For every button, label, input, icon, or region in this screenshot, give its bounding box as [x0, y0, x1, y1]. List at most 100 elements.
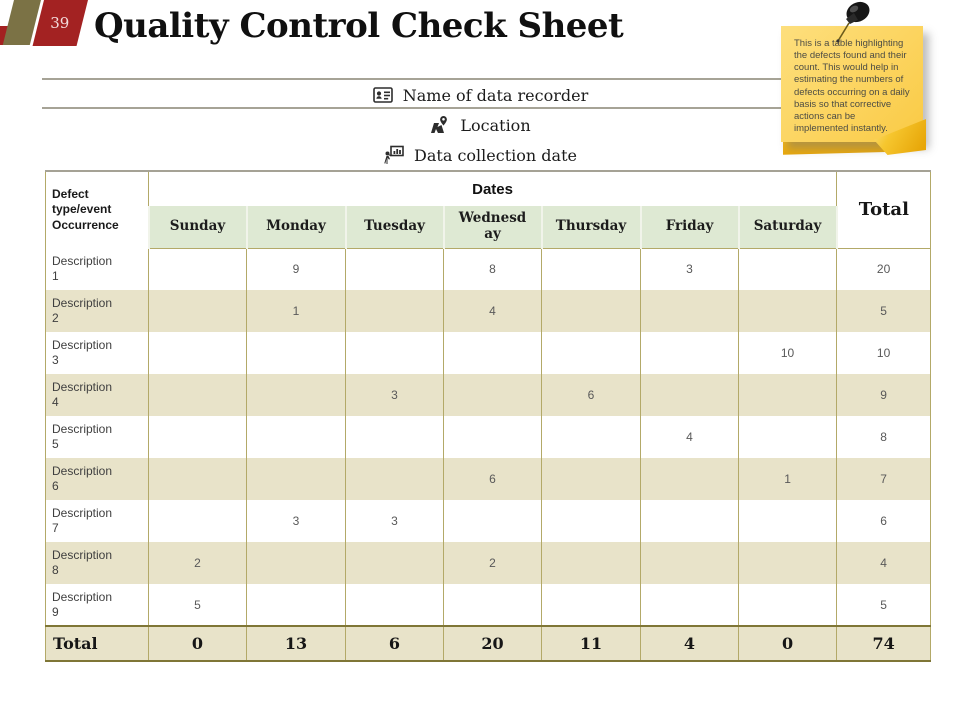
count-cell: 3 [345, 500, 444, 542]
count-cell [246, 416, 346, 458]
count-cell [345, 542, 444, 584]
day-total-cell: 20 [443, 625, 542, 662]
day-header: Monday [245, 206, 347, 249]
count-cell [443, 332, 542, 374]
table-row: Description 2 1 4 5 [45, 290, 932, 332]
map-location-icon [431, 116, 448, 133]
count-cell [737, 584, 838, 626]
table-header-row-days: Sunday Monday Tuesday Wednesday Thursday… [46, 206, 931, 249]
count-cell [640, 458, 739, 500]
table-row: Description 5 4 8 [45, 416, 932, 458]
day-header-label: Saturday [753, 217, 822, 234]
count-cell [541, 416, 641, 458]
count-cell: 4 [443, 290, 542, 332]
totals-row: Total 0 13 6 20 11 4 0 74 [45, 625, 932, 662]
divider-line [42, 78, 782, 80]
count-cell [737, 290, 838, 332]
count-cell [246, 458, 346, 500]
count-cell [541, 458, 641, 500]
count-cell [345, 458, 444, 500]
count-cell: 6 [541, 374, 641, 416]
defect-label-cell: Description 3 [45, 332, 149, 374]
info-row-recorder: Name of data recorder [0, 80, 960, 110]
count-cell [541, 542, 641, 584]
count-cell: 3 [640, 248, 739, 290]
total-column-header: Total [836, 171, 932, 249]
count-cell [640, 332, 739, 374]
defect-label-cell: Description 6 [45, 458, 149, 500]
table-row: Description 3 10 10 [45, 332, 932, 374]
defect-label-cell: Description 4 [45, 374, 149, 416]
day-header-label: Wednesday [458, 210, 527, 242]
count-cell [345, 248, 444, 290]
divider-line [42, 107, 782, 109]
check-sheet-table: Defect type/event Occurrence Dates Total… [45, 170, 932, 662]
row-total-cell: 4 [836, 542, 932, 584]
grand-total-cell: 74 [836, 625, 932, 662]
count-cell [737, 500, 838, 542]
count-cell [541, 332, 641, 374]
presenter-board-icon [384, 145, 404, 164]
count-cell [246, 332, 346, 374]
table-row: Description 4 3 6 9 [45, 374, 932, 416]
count-cell [443, 500, 542, 542]
count-cell: 2 [443, 542, 542, 584]
count-cell [148, 248, 247, 290]
row-total-cell: 20 [836, 248, 932, 290]
count-cell [148, 374, 247, 416]
table-row: Description 1 9 8 3 20 [45, 248, 932, 290]
day-header-label: Sunday [169, 217, 226, 234]
day-header: Saturday [737, 206, 838, 249]
row-total-cell: 10 [836, 332, 932, 374]
count-cell [640, 542, 739, 584]
info-label: Location [460, 115, 531, 135]
count-cell: 2 [148, 542, 247, 584]
day-header: Tuesday [344, 206, 445, 249]
count-cell [541, 248, 641, 290]
count-cell [443, 584, 542, 626]
count-cell [148, 416, 247, 458]
day-total-cell: 11 [541, 625, 641, 662]
count-cell: 6 [443, 458, 542, 500]
count-cell [246, 542, 346, 584]
sticky-note: This is a table highlighting the defects… [781, 1, 926, 155]
defect-label-cell: Description 1 [45, 248, 149, 290]
count-cell: 1 [246, 290, 346, 332]
table-corner-header: Defect type/event Occurrence [45, 171, 149, 248]
defect-label-cell: Description 8 [45, 542, 149, 584]
count-cell: 4 [640, 416, 739, 458]
row-total-cell: 7 [836, 458, 932, 500]
day-total-cell: 0 [148, 625, 247, 662]
pushpin-icon [836, 1, 870, 43]
count-cell: 8 [443, 248, 542, 290]
table-header-row-dates: Defect type/event Occurrence Dates Total [45, 171, 932, 249]
day-total-cell: 0 [737, 625, 838, 662]
count-cell: 3 [246, 500, 346, 542]
count-cell [345, 290, 444, 332]
count-cell [737, 542, 838, 584]
count-cell [443, 416, 542, 458]
sticky-note-text: This is a table highlighting the defects… [794, 38, 910, 135]
day-header: Wednesday [442, 206, 543, 249]
defect-label-cell: Description 9 [45, 584, 149, 626]
count-cell [541, 500, 641, 542]
count-cell [541, 290, 641, 332]
row-total-cell: 5 [836, 290, 932, 332]
row-total-cell: 8 [836, 416, 932, 458]
day-total-cell: 4 [640, 625, 739, 662]
day-header-label: Thursday [555, 217, 627, 234]
count-cell [148, 458, 247, 500]
defect-label-cell: Description 7 [45, 500, 149, 542]
count-cell [640, 374, 739, 416]
count-cell [148, 500, 247, 542]
dates-header: Dates [147, 171, 838, 206]
defect-label-cell: Description 5 [45, 416, 149, 458]
count-cell [246, 584, 346, 626]
count-cell [345, 416, 444, 458]
id-card-icon [372, 87, 393, 103]
info-row-location: Location [0, 110, 960, 140]
